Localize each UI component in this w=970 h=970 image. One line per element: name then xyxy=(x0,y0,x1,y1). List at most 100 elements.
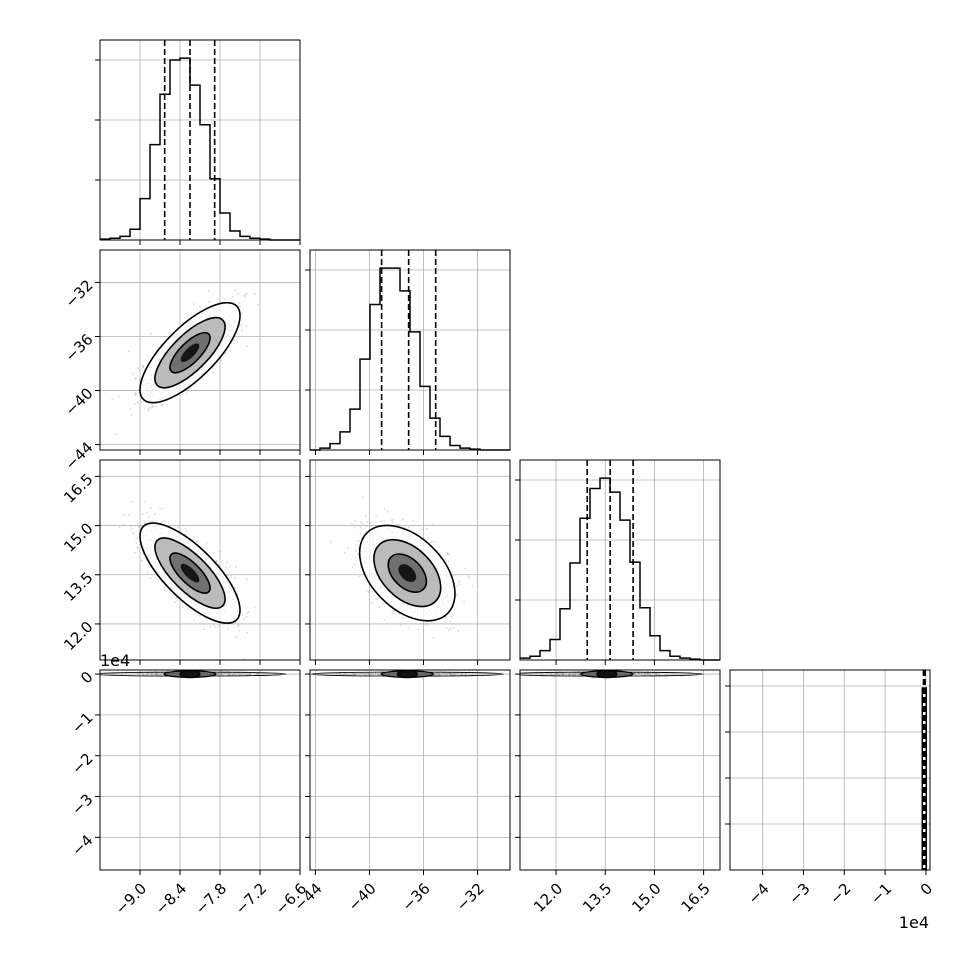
sample-point xyxy=(161,507,164,510)
sample-point xyxy=(234,289,237,292)
sample-point xyxy=(207,290,210,293)
sample-point xyxy=(132,532,135,535)
sample-point xyxy=(177,526,179,529)
sample-point xyxy=(240,324,243,326)
sample-point xyxy=(229,350,232,352)
sample-point xyxy=(229,566,231,568)
histogram-step xyxy=(520,477,720,661)
sample-point xyxy=(151,404,154,406)
sample-point xyxy=(361,496,364,499)
sample-point xyxy=(136,546,139,548)
sample-point xyxy=(193,303,195,305)
sample-point xyxy=(368,591,371,593)
sample-point xyxy=(185,312,188,315)
sample-point xyxy=(382,603,385,605)
sample-point xyxy=(354,526,356,529)
contour xyxy=(180,563,200,583)
sample-point xyxy=(236,341,239,344)
sample-point xyxy=(246,345,249,348)
sample-point xyxy=(237,292,240,295)
axes-frame xyxy=(99,249,301,451)
sample-point xyxy=(218,550,221,553)
sample-point xyxy=(347,546,350,549)
sample-point xyxy=(134,551,136,554)
sample-point xyxy=(175,596,178,599)
sample-point xyxy=(359,531,362,534)
sample-point xyxy=(233,340,236,342)
sample-point xyxy=(254,293,256,295)
sample-point xyxy=(147,408,150,411)
sample-point xyxy=(395,523,398,526)
sample-point xyxy=(238,630,241,632)
sample-point xyxy=(392,521,394,524)
sample-point xyxy=(161,403,164,406)
sample-point xyxy=(159,507,161,510)
sample-point xyxy=(146,570,149,573)
sample-point xyxy=(257,303,259,306)
sample-point xyxy=(193,536,196,539)
sample-point xyxy=(224,352,227,355)
sample-point xyxy=(375,515,378,517)
sample-point xyxy=(150,507,153,510)
sample-point xyxy=(445,559,447,562)
sample-point xyxy=(184,604,187,607)
sample-point xyxy=(464,567,466,570)
sample-point xyxy=(390,519,393,521)
sample-point xyxy=(164,520,167,523)
sample-point xyxy=(231,296,234,299)
sample-point xyxy=(192,538,195,541)
sample-point xyxy=(237,625,239,627)
sample-point xyxy=(145,512,148,514)
sample-point xyxy=(393,610,396,613)
sample-point xyxy=(407,526,410,529)
sample-point xyxy=(192,619,195,622)
sample-point xyxy=(152,351,155,353)
sample-point xyxy=(134,393,136,396)
sample-point xyxy=(224,566,227,569)
diag-panel-0 xyxy=(95,39,301,241)
sample-point xyxy=(426,623,429,626)
sample-point xyxy=(216,560,219,563)
sample-point xyxy=(391,518,394,521)
sample-point xyxy=(136,547,139,549)
sample-point xyxy=(437,545,440,548)
sample-point xyxy=(140,400,143,403)
histogram-step xyxy=(100,57,300,241)
sample-point xyxy=(234,587,236,590)
sample-point xyxy=(131,500,134,503)
sample-point xyxy=(457,630,459,633)
sample-point xyxy=(359,570,361,573)
sample-point xyxy=(141,512,144,515)
sample-point xyxy=(423,623,426,626)
sample-point xyxy=(449,627,452,630)
sample-point xyxy=(383,520,386,523)
panel-content xyxy=(118,500,257,660)
sample-point xyxy=(226,574,229,577)
sample-point xyxy=(205,546,208,549)
sample-point xyxy=(230,574,233,577)
sample-point xyxy=(198,305,201,308)
sample-point xyxy=(196,541,198,543)
sample-point xyxy=(151,520,154,522)
sample-point xyxy=(383,508,386,510)
panel-content xyxy=(111,289,259,435)
sample-point xyxy=(431,540,433,543)
diag-panel-3 xyxy=(725,669,931,871)
axes-frame xyxy=(309,249,511,451)
sample-point xyxy=(134,377,137,380)
sample-point xyxy=(122,524,125,527)
sample-point xyxy=(187,608,190,611)
sample-point xyxy=(245,616,248,618)
sample-point xyxy=(209,626,212,628)
sample-point xyxy=(369,524,372,527)
sample-point xyxy=(127,514,130,517)
pair-panel-1-2 xyxy=(309,459,511,661)
sample-point xyxy=(223,298,226,300)
sample-point xyxy=(411,519,414,522)
sample-point xyxy=(139,370,142,372)
sample-point xyxy=(114,433,117,435)
sample-point xyxy=(184,316,187,319)
sample-point xyxy=(407,627,410,630)
sample-point xyxy=(354,563,356,566)
